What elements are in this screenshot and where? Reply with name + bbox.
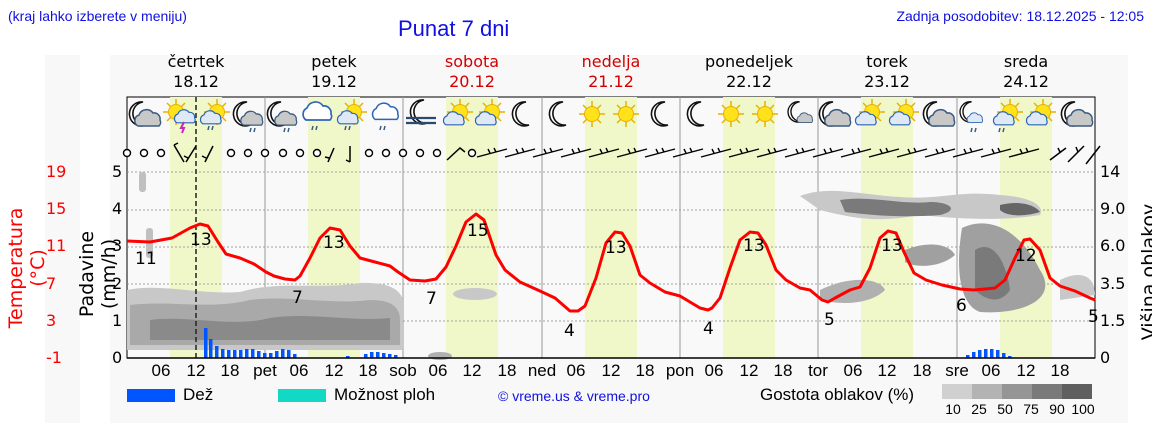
temp-tick: 19 <box>46 162 67 181</box>
x-tick: 12 <box>186 361 206 380</box>
precip-tick: 5 <box>112 162 123 181</box>
x-tick: 18 <box>773 361 793 380</box>
copyright-link[interactable]: © vreme.us & vreme.pro <box>498 388 650 404</box>
legend-showers: Možnost ploh <box>278 385 435 405</box>
x-tick: pet <box>253 361 277 380</box>
precip-tick: 1 <box>112 311 123 330</box>
temp-labels: 11 13 7 13 7 15 4 13 4 13 5 13 6 12 5 <box>135 221 1099 341</box>
precip-axis-label: Padavine (mm/h) <box>76 230 120 318</box>
cloud-tick: 1.5 <box>1100 311 1126 330</box>
x-tick: 18 <box>220 361 240 380</box>
rain-bars <box>204 328 1012 358</box>
temp-label: 13 <box>323 233 345 253</box>
temp-label: 7 <box>292 288 303 308</box>
cloud-tick: 3.5 <box>1100 274 1126 293</box>
day-header-5: torek 23.12 <box>864 52 910 91</box>
x-tick: 18 <box>358 361 378 380</box>
x-tick: 12 <box>739 361 759 380</box>
x-tick: 12 <box>462 361 482 380</box>
x-tick: 18 <box>497 361 517 380</box>
x-tick: pon <box>665 361 695 380</box>
x-tick: 12 <box>324 361 344 380</box>
day-header-2: sobota 20.12 <box>444 52 500 91</box>
temp-label: 15 <box>467 221 489 241</box>
day-header-3: nedelja 21.12 <box>581 52 641 91</box>
x-tick: 12 <box>877 361 897 380</box>
location-hint[interactable]: (kraj lahko izberete v meniju) <box>8 8 187 24</box>
temp-label: 13 <box>190 230 212 250</box>
temp-label: 4 <box>564 321 575 341</box>
x-tick: 12 <box>601 361 621 380</box>
x-tick: 06 <box>981 361 1001 380</box>
day-header-0: četrtek 18.12 <box>167 52 225 91</box>
cloud-density-label: Gostota oblakov (%) <box>760 385 915 404</box>
temp-tick: 3 <box>46 311 57 330</box>
cloud-density-scale <box>942 384 1092 399</box>
day-header-4: ponedeljek 22.12 <box>705 52 793 91</box>
left-axis-panel <box>45 55 80 423</box>
cloud-density <box>127 172 1095 360</box>
cloud-axis-label: Višina oblakov (km) <box>1138 203 1152 341</box>
x-tick: 18 <box>1050 361 1070 380</box>
precip-tick: 3 <box>112 236 123 255</box>
rain-swatch <box>127 388 175 402</box>
temp-label: 5 <box>1088 307 1099 327</box>
x-tick: 18 <box>635 361 655 380</box>
page-title: Punat 7 dni <box>398 16 510 41</box>
precip-tick: 4 <box>112 199 123 218</box>
precip-tick: 0 <box>112 348 123 367</box>
x-tick: 06 <box>566 361 586 380</box>
wind-symbols <box>122 142 1101 165</box>
cloud-tick: 6.0 <box>1100 236 1126 255</box>
x-tick: 12 <box>1016 361 1036 380</box>
weather-icons <box>128 98 1094 134</box>
temperature-line <box>126 212 1096 313</box>
temp-label: 13 <box>743 236 765 256</box>
temp-label: 6 <box>956 296 967 316</box>
temp-label: 13 <box>605 238 627 258</box>
cloud-tick: 14 <box>1100 162 1121 181</box>
temp-label: 11 <box>135 249 157 269</box>
day-header-1: petek 19.12 <box>311 52 357 91</box>
x-tick: 06 <box>843 361 863 380</box>
last-update: Zadnja posodobitev: 18.12.2025 - 12:05 <box>896 8 1144 24</box>
x-tick: 06 <box>704 361 724 380</box>
temp-label: 12 <box>1015 246 1037 266</box>
x-tick: sob <box>389 361 417 380</box>
x-tick: ned <box>527 361 557 380</box>
cloud-tick: 9.0 <box>1100 199 1126 218</box>
moon-fog-icon <box>406 99 436 125</box>
temp-label: 4 <box>703 319 714 339</box>
temp-tick: 7 <box>46 274 57 293</box>
temp-tick: 15 <box>46 199 67 218</box>
precip-tick: 2 <box>112 274 123 293</box>
sun-storm-icon <box>162 98 196 134</box>
temp-tick: 11 <box>46 236 67 255</box>
cloud-tick: 0 <box>1100 348 1111 367</box>
legend-rain: Dež <box>127 385 213 405</box>
x-tick: 18 <box>912 361 932 380</box>
x-tick: 06 <box>289 361 309 380</box>
temp-label: 5 <box>824 310 835 330</box>
temp-axis-label: Temperatura (°C) <box>5 207 49 329</box>
x-tick: tor <box>808 361 828 380</box>
temp-tick: -1 <box>46 348 62 367</box>
cloud-density-scale-labels: 10 25 50 75 90 100 <box>945 401 1095 417</box>
temp-label: 13 <box>881 236 903 256</box>
showers-swatch <box>278 388 326 402</box>
temp-label: 7 <box>426 289 437 309</box>
x-tick: sre <box>945 361 969 380</box>
day-header-6: sreda 24.12 <box>1003 52 1049 91</box>
x-tick: 06 <box>151 361 171 380</box>
x-tick: 06 <box>428 361 448 380</box>
